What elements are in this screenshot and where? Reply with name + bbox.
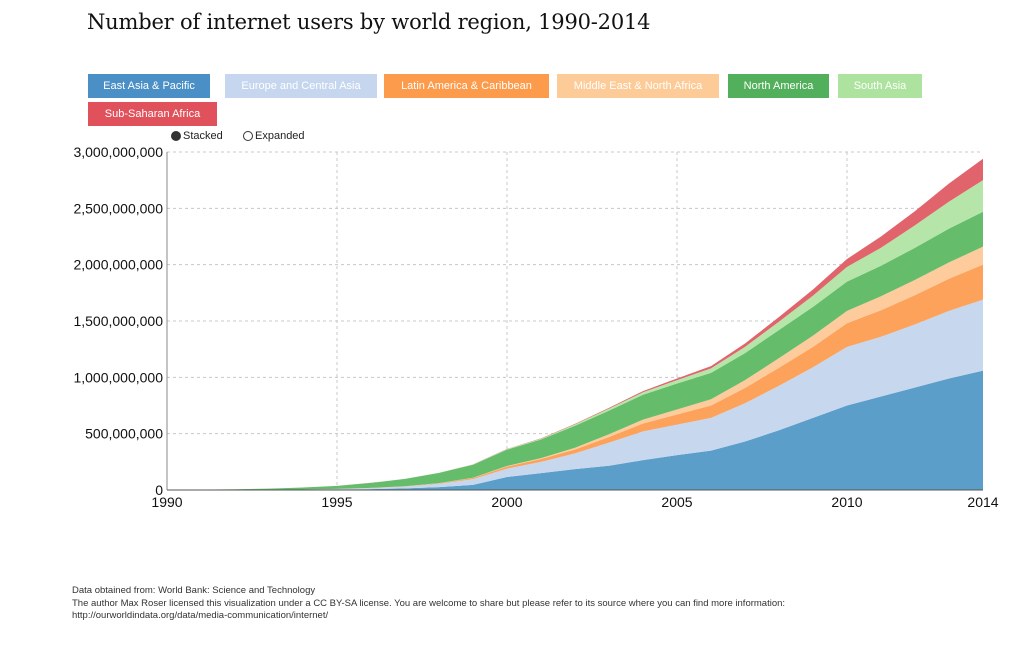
source-note: Data obtained from: World Bank: Science … [72, 585, 316, 596]
x-tick-label: 2000 [491, 494, 522, 510]
legend-item-south-asia[interactable]: South Asia [838, 74, 922, 98]
legend-item-europe-central-asia[interactable]: Europe and Central Asia [225, 74, 377, 98]
legend-item-middle-east-north-africa[interactable]: Middle East & North Africa [557, 74, 719, 98]
footer: Data obtained from: World Bank: Science … [72, 585, 785, 623]
area-north-america[interactable] [167, 211, 983, 491]
x-tick-label: 2005 [661, 494, 692, 510]
x-tick-label: 2014 [967, 494, 998, 510]
y-tick-label: 0 [155, 482, 163, 498]
expanded-toggle[interactable]: Expanded [243, 130, 305, 142]
y-tick-label: 2,000,000,000 [73, 257, 163, 273]
license-note: The author Max Roser licensed this visua… [72, 597, 786, 609]
x-tick-label: 1990 [151, 494, 182, 510]
legend-item-latin-america-caribbean[interactable]: Latin America & Caribbean [384, 74, 549, 98]
stacked-label: Stacked [183, 130, 223, 142]
source-link[interactable]: http://ourworldindata.org/data/media-com… [72, 610, 329, 621]
radio-selected-icon[interactable] [171, 131, 181, 141]
x-tick-label: 1995 [321, 494, 352, 510]
legend-item-north-america[interactable]: North America [728, 74, 829, 98]
x-tick-label: 2010 [831, 494, 862, 510]
stacked-area-chart: 0 500,000,000 1,000,000,000 1,500,000,000 2,… [73, 144, 998, 510]
area-layers [167, 158, 983, 491]
stacked-toggle[interactable]: Stacked [171, 130, 223, 142]
y-tick-label: 2,500,000,000 [73, 200, 163, 216]
chart-title: Number of internet users by world region… [87, 10, 651, 34]
axes: 0 500,000,000 1,000,000,000 1,500,000,000 2,… [73, 144, 998, 510]
radio-unselected-icon[interactable] [243, 131, 253, 141]
area-europe-and-central-asia[interactable] [167, 299, 983, 490]
y-tick-label: 3,000,000,000 [73, 144, 163, 160]
expanded-label: Expanded [255, 130, 305, 142]
area-east-asia-pacific[interactable] [167, 370, 983, 490]
y-tick-label: 1,000,000,000 [73, 369, 163, 385]
y-tick-label: 500,000,000 [85, 426, 163, 442]
legend-item-east-asia-pacific[interactable]: East Asia & Pacific [88, 74, 210, 98]
y-tick-label: 1,500,000,000 [73, 313, 163, 329]
legend-item-sub-saharan-africa[interactable]: Sub-Saharan Africa [88, 102, 217, 126]
